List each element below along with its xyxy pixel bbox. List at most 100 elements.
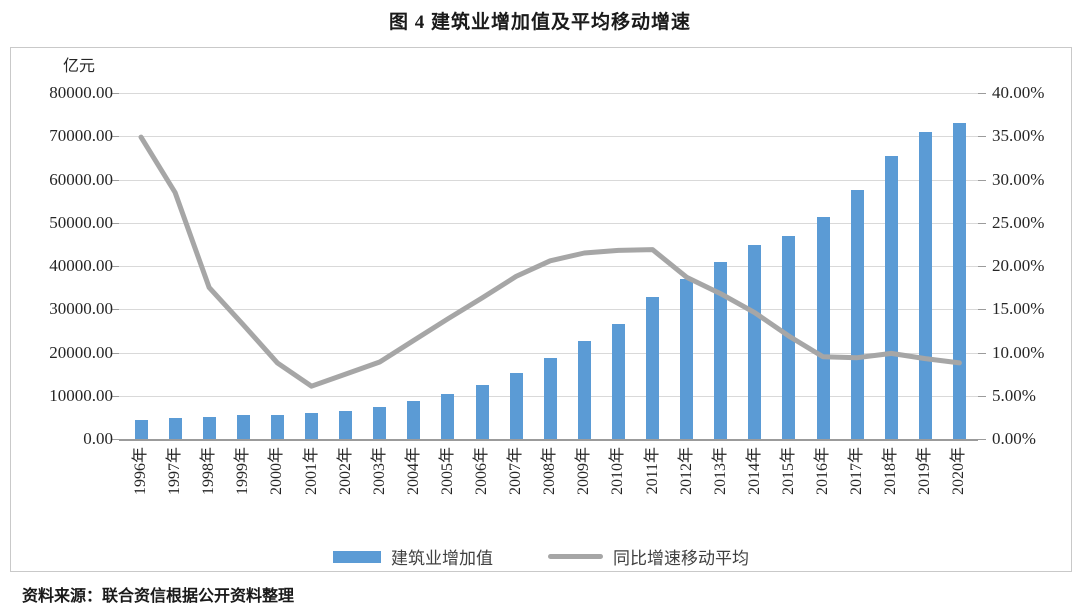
- x-axis-label: 2010年: [609, 447, 627, 496]
- x-axis-label: 2007年: [507, 447, 525, 496]
- right-axis-tick-label: 35.00%: [992, 126, 1045, 146]
- x-axis-label: 2004年: [404, 447, 422, 496]
- left-axis-unit-label: 亿元: [63, 58, 96, 75]
- bar-2010年: [611, 323, 625, 439]
- chart-title: 图 4 建筑业增加值及平均移动增速: [388, 12, 691, 33]
- x-axis-label: 2020年: [950, 447, 968, 496]
- x-axis-label: 2017年: [848, 447, 866, 496]
- bar-1998年: [202, 416, 216, 439]
- left-axis-tick: [111, 266, 119, 267]
- bar-2003年: [373, 406, 387, 439]
- y-gridline: [119, 352, 978, 354]
- x-axis-label: 2011年: [643, 447, 661, 495]
- bar-2005年: [441, 394, 455, 439]
- legend-label-bar-series: 建筑业增加值: [391, 549, 493, 568]
- bar-2006年: [475, 385, 489, 439]
- left-axis-tick-label: 30000.00: [49, 299, 113, 319]
- right-axis-tick: [978, 222, 986, 224]
- left-axis-tick-label: 10000.00: [49, 385, 113, 405]
- y-gridline: [119, 266, 978, 267]
- left-axis-tick-label: 50000.00: [49, 212, 113, 232]
- source-note: 资料来源：联合资信根据公开资料整理: [22, 588, 295, 605]
- left-axis-tick: [111, 179, 119, 181]
- bar-2011年: [646, 296, 659, 439]
- left-axis-tick-label: 0.00: [83, 429, 113, 448]
- left-axis-tick: [111, 222, 119, 224]
- x-axis-label: 2003年: [370, 447, 388, 496]
- right-axis-tick: [978, 395, 986, 397]
- growth-line: [138, 134, 962, 389]
- left-axis-tick: [111, 352, 119, 354]
- bar-1996年: [134, 419, 148, 439]
- left-axis-tick: [111, 395, 119, 397]
- x-axis-label: 2012年: [677, 447, 695, 496]
- right-axis-tick-label: 20.00%: [992, 256, 1045, 275]
- x-axis-label: 2019年: [916, 447, 934, 496]
- growth-line-layer: [138, 134, 962, 389]
- y-gridline: [119, 179, 978, 181]
- bar-2018年: [884, 155, 898, 439]
- bar-2019年: [918, 132, 932, 439]
- bar-1997年: [168, 418, 182, 439]
- right-axis-tick-label: 5.00%: [992, 385, 1036, 405]
- x-axis-label: 2002年: [336, 447, 354, 496]
- right-axis-tick: [978, 93, 986, 94]
- x-axis-label: 2014年: [745, 447, 763, 496]
- x-axis-label: 2018年: [882, 447, 900, 496]
- y-gridline: [119, 309, 978, 311]
- legend-item-bar-series: 建筑业增加值: [333, 544, 493, 569]
- left-axis-tick-label: 60000.00: [49, 169, 113, 189]
- legend-item-line-series: 同比增速移动平均: [548, 544, 749, 569]
- bar-2012年: [680, 279, 694, 439]
- x-axis-label: 2000年: [268, 447, 286, 496]
- bar-2008年: [543, 358, 557, 439]
- right-axis-tick-label: 40.00%: [992, 83, 1045, 102]
- x-axis-label: 2001年: [302, 447, 320, 496]
- left-axis-tick: [111, 439, 119, 440]
- bar-2001年: [305, 413, 318, 439]
- bar-2000年: [270, 415, 284, 439]
- y-gridline: [119, 136, 978, 138]
- chart-frame: 亿元 建筑业增加值 同比增速移动平均 0.00 0.00% 10000.00 5.00…: [10, 47, 1072, 572]
- right-axis-tick: [978, 179, 986, 181]
- right-axis-tick-label: 15.00%: [992, 299, 1045, 319]
- x-axis-label: 1998年: [200, 447, 218, 496]
- right-axis-tick-label: 25.00%: [992, 212, 1045, 232]
- right-axis-tick: [978, 352, 986, 354]
- right-axis-tick: [978, 439, 986, 440]
- right-axis-tick-label: 0.00%: [992, 429, 1036, 448]
- left-axis-tick-label: 70000.00: [49, 126, 113, 146]
- line-series-swatch: [548, 554, 603, 559]
- y-gridline: [119, 222, 978, 224]
- y-gridline: [119, 93, 978, 94]
- x-axis-line: [119, 439, 978, 441]
- bar-2016年: [816, 217, 830, 439]
- x-axis-label: 1996年: [132, 447, 149, 496]
- bar-1999年: [236, 415, 250, 439]
- bar-2007年: [509, 372, 523, 439]
- x-axis-label: 1997年: [166, 447, 184, 496]
- x-axis-label: 2013年: [711, 447, 729, 496]
- bar-2009年: [577, 340, 591, 439]
- left-axis-tick: [111, 309, 119, 311]
- left-axis-tick-label: 80000.00: [49, 83, 113, 102]
- left-axis-tick-label: 40000.00: [49, 256, 113, 275]
- x-axis-label: 2009年: [575, 447, 593, 496]
- right-axis-tick-label: 30.00%: [992, 169, 1045, 189]
- bar-2013年: [714, 262, 728, 439]
- x-axis-label: 2005年: [438, 447, 456, 496]
- x-axis-label: 1999年: [234, 447, 252, 496]
- x-axis-label: 2015年: [779, 447, 797, 496]
- x-axis-label: 2006年: [473, 447, 490, 496]
- bar-2002年: [339, 410, 353, 439]
- legend: 建筑业增加值 同比增速移动平均: [11, 544, 1071, 569]
- right-axis-tick-label: 10.00%: [992, 342, 1045, 362]
- legend-label-line-series: 同比增速移动平均: [613, 549, 749, 568]
- x-axis-label: 2016年: [814, 447, 831, 496]
- bar-2014年: [748, 244, 762, 439]
- left-axis-tick: [111, 136, 119, 138]
- right-axis-tick: [978, 266, 986, 267]
- bar-2017年: [850, 190, 864, 439]
- right-axis-tick: [978, 309, 986, 311]
